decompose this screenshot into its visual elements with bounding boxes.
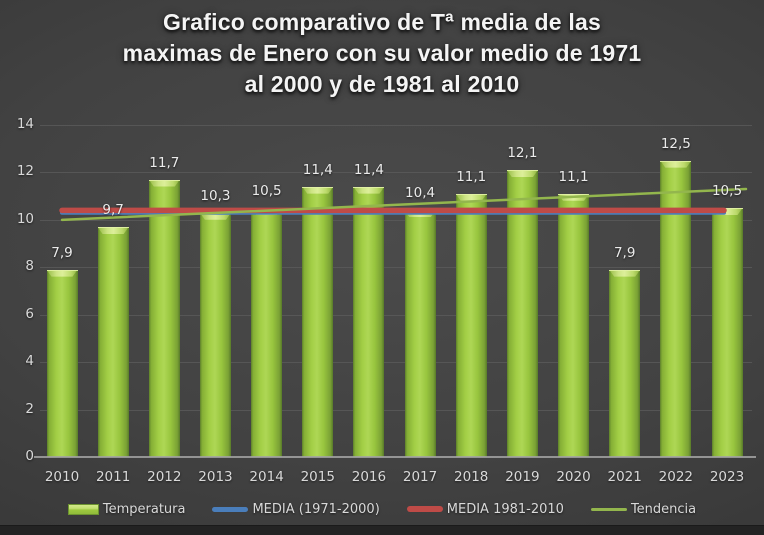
media-1971-2000-swatch-icon bbox=[212, 506, 249, 512]
x-tick-2013: 2013 bbox=[198, 469, 233, 485]
gridline-2 bbox=[40, 409, 752, 411]
gridline-12 bbox=[40, 172, 752, 174]
chart-title-line-3: al 2000 y de 1981 al 2010 bbox=[244, 71, 520, 97]
legend-item-tendencia[interactable]: Tendencia bbox=[590, 501, 697, 517]
tendencia-swatch-icon bbox=[590, 507, 627, 511]
x-axis-line bbox=[34, 456, 756, 458]
data-label-2017: 10,4 bbox=[405, 185, 436, 202]
bar-2018[interactable] bbox=[455, 193, 487, 457]
temperatura-swatch-icon bbox=[67, 503, 99, 515]
x-tick-2016: 2016 bbox=[351, 469, 387, 485]
bar-2010[interactable] bbox=[46, 269, 78, 457]
x-tick-2022: 2022 bbox=[658, 469, 694, 485]
bar-2020[interactable] bbox=[558, 193, 590, 457]
y-tick-0: 0 bbox=[25, 448, 34, 464]
data-label-2023: 10,5 bbox=[711, 183, 743, 199]
y-tick-4: 4 bbox=[25, 353, 34, 370]
data-label-2018: 11,1 bbox=[456, 168, 487, 185]
legend-label-tendencia: Tendencia bbox=[630, 501, 697, 517]
x-tick-2021: 2021 bbox=[607, 469, 642, 485]
data-label-2016: 11,4 bbox=[353, 161, 384, 178]
gridline-8 bbox=[40, 267, 752, 269]
legend-label-temperatura: Temperatura bbox=[102, 501, 186, 517]
bar-2013[interactable] bbox=[199, 212, 231, 457]
x-tick-2015: 2015 bbox=[300, 469, 335, 485]
bar-2014[interactable] bbox=[251, 208, 283, 457]
data-label-2015: 11,4 bbox=[302, 161, 333, 178]
data-label-2014: 10,5 bbox=[251, 183, 282, 199]
media-1981-2010-swatch-icon bbox=[406, 506, 443, 512]
chart-title-line-2: maximas de Enero con su valor medio de 1… bbox=[122, 40, 642, 66]
x-tick-2014: 2014 bbox=[249, 469, 284, 485]
y-tick-6: 6 bbox=[25, 305, 34, 322]
x-tick-2010: 2010 bbox=[44, 469, 80, 485]
x-tick-2011: 2011 bbox=[95, 469, 131, 485]
y-tick-10: 10 bbox=[16, 210, 34, 227]
legend-item-temperatura[interactable]: Temperatura bbox=[67, 501, 186, 517]
x-tick-2023: 2023 bbox=[709, 469, 745, 485]
data-label-2011: 9,7 bbox=[102, 201, 124, 218]
gridline-4 bbox=[40, 362, 752, 364]
legend-label-media-1971-2000: MEDIA (1971-2000) bbox=[252, 501, 380, 517]
data-label-2019: 12,1 bbox=[507, 145, 538, 162]
x-tick-2020: 2020 bbox=[556, 469, 591, 485]
y-tick-8: 8 bbox=[25, 258, 34, 275]
y-tick-14: 14 bbox=[16, 116, 34, 132]
y-tick-12: 12 bbox=[16, 163, 34, 180]
data-label-2013: 10,3 bbox=[200, 187, 231, 204]
y-tick-2: 2 bbox=[25, 400, 34, 417]
legend-item-media-1971-2000[interactable]: MEDIA (1971-2000) bbox=[212, 501, 380, 517]
bar-2011[interactable] bbox=[97, 226, 129, 457]
data-label-2020: 11,1 bbox=[558, 168, 589, 185]
legend-item-media-1981-2010[interactable]: MEDIA 1981-2010 bbox=[406, 501, 564, 517]
x-tick-2019: 2019 bbox=[505, 469, 540, 485]
bar-2021[interactable] bbox=[609, 269, 641, 457]
trend-line[interactable] bbox=[60, 187, 748, 222]
gridline-10 bbox=[40, 219, 752, 221]
chart-title: Grafico comparativo de Tª media de las m… bbox=[0, 7, 764, 100]
bar-2012[interactable] bbox=[148, 179, 180, 457]
gridline-14 bbox=[40, 125, 752, 126]
legend: Temperatura MEDIA (1971-2000) MEDIA 1981… bbox=[0, 498, 764, 520]
data-label-2022: 12,5 bbox=[660, 135, 691, 152]
gridline-6 bbox=[40, 314, 752, 316]
data-label-2010: 7,9 bbox=[51, 244, 73, 261]
x-tick-2017: 2017 bbox=[402, 469, 438, 485]
data-label-2021: 7,9 bbox=[613, 244, 636, 261]
bar-2016[interactable] bbox=[353, 186, 385, 457]
bar-2023[interactable] bbox=[711, 208, 743, 457]
x-tick-2012: 2012 bbox=[147, 469, 182, 485]
x-tick-2018: 2018 bbox=[454, 469, 489, 485]
legend-label-media-1981-2010: MEDIA 1981-2010 bbox=[446, 501, 564, 517]
chart-title-line-1: Grafico comparativo de Tª media de las bbox=[163, 9, 601, 35]
plot-area: 7,9 9,7 11,7 10,3 10,5 11,4 11,4 10,4 11,1 12,1 11… bbox=[34, 125, 756, 458]
bar-2019[interactable] bbox=[506, 170, 538, 457]
bar-2015[interactable] bbox=[302, 186, 334, 457]
data-label-2012: 11,7 bbox=[149, 154, 180, 171]
bottom-strip bbox=[0, 525, 764, 535]
